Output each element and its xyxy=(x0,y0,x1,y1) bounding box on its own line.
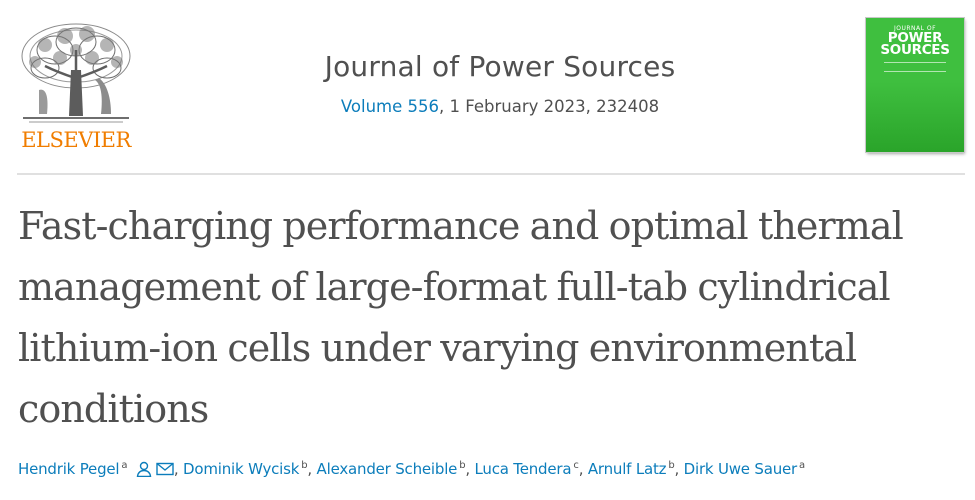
affiliation-marker[interactable]: b xyxy=(301,460,308,471)
person-icon[interactable] xyxy=(136,461,152,481)
author-list: Hendrik Pegel a , Dominik Wycisk b, Alexan… xyxy=(18,460,973,481)
author-link[interactable]: Dirk Uwe Sauer xyxy=(683,460,798,478)
author-link[interactable]: Hendrik Pegel xyxy=(18,460,120,478)
cover-title: POWER SOURCES xyxy=(866,30,964,58)
cover-small-text: JOURNAL OF xyxy=(893,25,937,32)
separator: , xyxy=(674,460,684,478)
article-title-line: Fast-charging performance and optimal th… xyxy=(18,204,904,248)
cover-title-line: SOURCES xyxy=(880,42,950,58)
article-title-line: conditions xyxy=(18,387,209,431)
citation: Volume 556, 1 February 2023, 232408 xyxy=(250,97,750,116)
article-title: Fast-charging performance and optimal th… xyxy=(18,196,968,440)
separator: , xyxy=(465,460,475,478)
separator: , xyxy=(307,460,317,478)
author-link[interactable]: Arnulf Latz xyxy=(587,460,667,478)
cover-gradient xyxy=(866,82,964,152)
affiliation-marker[interactable]: b xyxy=(459,460,466,471)
author-link[interactable]: Alexander Scheible xyxy=(316,460,458,478)
cover-decoration xyxy=(884,62,946,72)
author-link[interactable]: Luca Tendera xyxy=(474,460,572,478)
article-header: ELSEVIER Journal of Power Sources Volume… xyxy=(0,0,975,172)
separator: , xyxy=(578,460,588,478)
affiliation-marker[interactable]: a xyxy=(121,460,128,471)
affiliation-marker[interactable]: b xyxy=(668,460,675,471)
article-title-line: lithium-ion cells under varying environm… xyxy=(18,326,857,370)
volume-link[interactable]: Volume 556 xyxy=(340,97,440,116)
affiliation-marker[interactable]: a xyxy=(799,460,805,471)
elsevier-logo[interactable]: ELSEVIER xyxy=(15,20,137,152)
journal-cover-thumbnail[interactable]: JOURNAL OF POWER SOURCES xyxy=(866,18,964,152)
header-divider xyxy=(17,173,965,175)
article-title-line: management of large-format full-tab cyli… xyxy=(18,265,891,309)
journal-title[interactable]: Journal of Power Sources xyxy=(324,50,676,83)
separator: , xyxy=(173,460,184,478)
envelope-icon[interactable] xyxy=(156,461,174,481)
author-link[interactable]: Dominik Wycisk xyxy=(183,460,300,478)
affiliation-marker[interactable]: c xyxy=(573,460,579,471)
cover-title-line: POWER xyxy=(887,30,943,46)
citation-details: , 1 February 2023, 232408 xyxy=(439,97,660,116)
elsevier-tree-icon xyxy=(15,20,137,128)
elsevier-wordmark: ELSEVIER xyxy=(21,128,131,152)
